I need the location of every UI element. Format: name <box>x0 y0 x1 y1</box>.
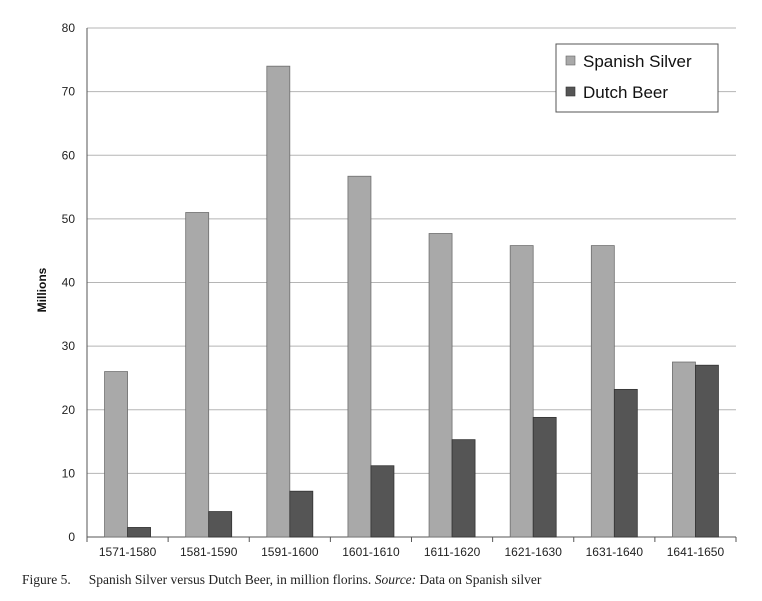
y-tick-label: 30 <box>62 339 76 353</box>
legend-swatch-dutch-beer <box>565 86 576 97</box>
caption-text: Spanish Silver versus Dutch Beer, in mil… <box>88 572 372 587</box>
y-tick-label: 80 <box>62 21 76 35</box>
bars <box>104 65 719 538</box>
x-tick-labels: 1571-1580 1581-1590 1591-1600 1601-1610 1611… <box>99 545 725 559</box>
caption-source-text: Data on Spanish silver <box>419 572 542 587</box>
bar-dutch-beer <box>127 527 151 538</box>
bar-chart: 0 10 20 30 40 50 60 70 80 1571-1580 1581-1590 1591… <box>35 21 737 559</box>
y-axis-label: Millions <box>35 267 49 312</box>
bar-dutch-beer <box>695 364 719 538</box>
bar-dutch-beer <box>532 416 557 538</box>
bar-spanish-silver <box>104 371 128 538</box>
y-tick-label: 50 <box>62 212 76 226</box>
y-tick-label: 40 <box>62 276 76 290</box>
bar-spanish-silver <box>185 212 210 538</box>
x-tick-label: 1631-1640 <box>586 545 644 559</box>
bar-dutch-beer <box>451 439 476 538</box>
bar-spanish-silver <box>266 65 291 538</box>
y-tick-label: 20 <box>62 403 76 417</box>
bar-spanish-silver <box>509 245 534 538</box>
x-tick-label: 1641-1650 <box>667 545 725 559</box>
figure-caption: Figure 5. Spanish Silver versus Dutch Bee… <box>22 572 752 588</box>
x-tick-label: 1571-1580 <box>99 545 157 559</box>
bar-dutch-beer <box>208 511 233 538</box>
y-tick-label: 60 <box>62 148 76 162</box>
bar-spanish-silver <box>347 175 372 538</box>
legend-label-dutch-beer: Dutch Beer <box>583 83 668 102</box>
y-tick-label: 10 <box>62 466 76 480</box>
x-tick-label: 1581-1590 <box>180 545 238 559</box>
bar-spanish-silver <box>672 361 696 538</box>
y-tick-label: 70 <box>62 85 76 99</box>
y-tick-label: 0 <box>68 530 75 544</box>
caption-source-label: Source: <box>374 572 417 587</box>
bar-dutch-beer <box>370 465 395 538</box>
x-tick-label: 1611-1620 <box>424 545 481 559</box>
legend-box <box>555 43 719 113</box>
legend: Spanish Silver Dutch Beer <box>555 43 719 113</box>
caption-figure-number: Figure 5. <box>22 572 71 587</box>
bar-dutch-beer <box>289 490 314 538</box>
x-tick-label: 1621-1630 <box>504 545 562 559</box>
x-tick-label: 1591-1600 <box>261 545 319 559</box>
y-tick-labels: 0 10 20 30 40 50 60 70 80 <box>62 21 76 544</box>
legend-swatch-spanish-silver <box>565 55 576 66</box>
legend-label-spanish-silver: Spanish Silver <box>583 52 692 71</box>
bar-spanish-silver <box>428 233 453 538</box>
bar-spanish-silver <box>590 245 615 538</box>
bar-dutch-beer <box>613 388 638 538</box>
x-tick-label: 1601-1610 <box>342 545 400 559</box>
